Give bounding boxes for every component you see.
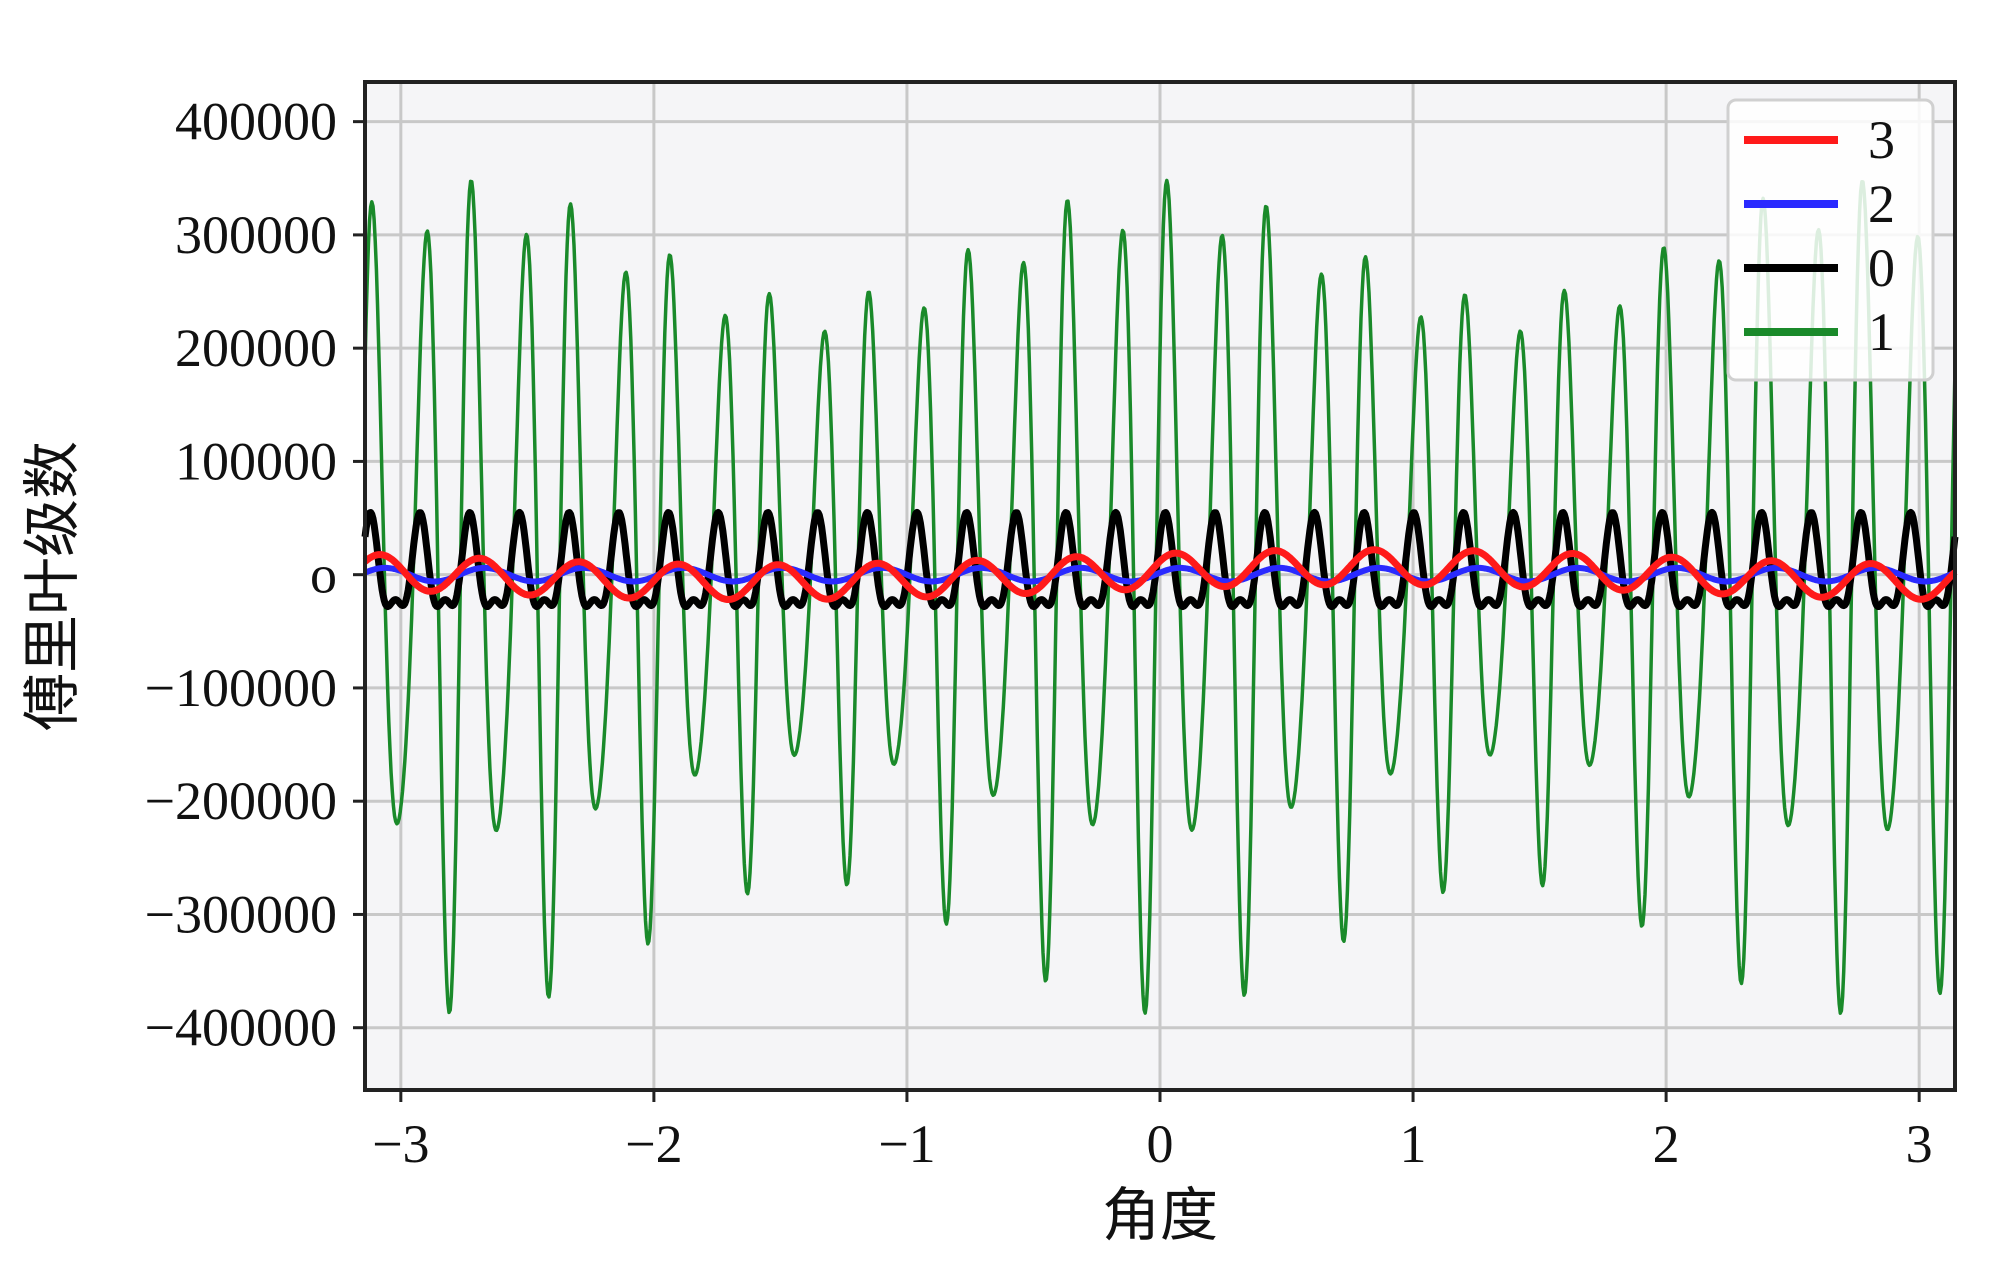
x-tick-label: 0 [1147,1114,1174,1174]
x-tick-label: −3 [372,1114,429,1174]
y-tick-label: 300000 [175,205,337,265]
y-tick-label: −300000 [145,884,337,944]
legend-label-2: 2 [1868,174,1895,234]
series-line-1 [363,178,1957,1015]
legend-box [1726,98,1935,382]
x-tick-label: −2 [625,1114,682,1174]
y-tick-label: 400000 [175,92,337,152]
series-line-0 [361,508,1959,611]
y-tick-label: 100000 [175,431,337,491]
y-tick-label: o [310,545,337,605]
x-tick-label: −1 [878,1114,935,1174]
y-tick-label: −200000 [145,771,337,831]
legend-label-0: 0 [1868,238,1895,298]
y-tick-label: −100000 [145,658,337,718]
x-axis-label: 角度 [1102,1181,1218,1249]
y-ticks: 400000 300000 200000 100000 o −100000 −200000 −… [145,92,365,1058]
x-tick-label: 2 [1653,1114,1680,1174]
series-line-3 [362,546,1958,603]
legend-label-1: 1 [1868,302,1895,362]
y-tick-label: 200000 [175,318,337,378]
x-tick-label: 1 [1400,1114,1427,1174]
y-tick-label: −400000 [145,998,337,1058]
x-ticks: −3 −2 −1 0 1 2 3 [372,1090,1933,1174]
y-axis-label: 傅里叶级数 [18,441,86,731]
legend-label-3: 3 [1868,110,1895,170]
series-lines [361,178,1959,1015]
x-tick-label: 3 [1906,1114,1933,1174]
